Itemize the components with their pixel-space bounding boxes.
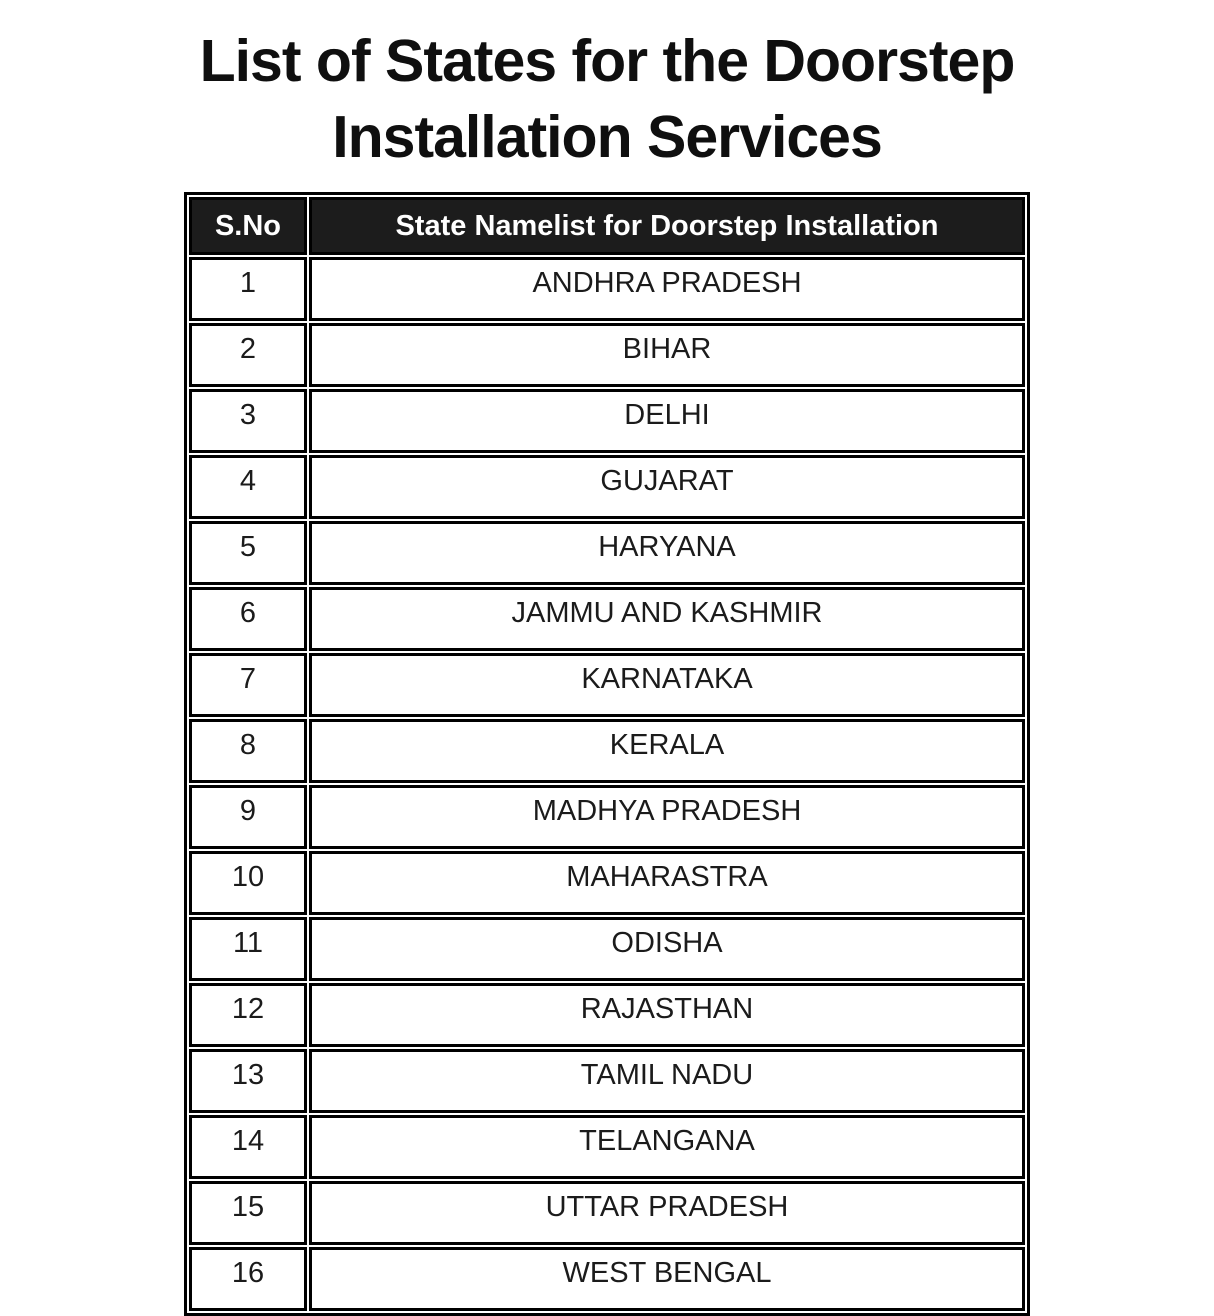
state-cell: GUJARAT xyxy=(309,455,1025,520)
state-cell: KARNATAKA xyxy=(309,653,1025,718)
sno-cell: 11 xyxy=(189,917,307,982)
state-cell: UTTAR PRADESH xyxy=(309,1181,1025,1246)
state-cell: DELHI xyxy=(309,389,1025,454)
table-row: 11 ODISHA xyxy=(189,917,1025,982)
column-header-sno: S.No xyxy=(189,197,307,256)
sno-cell: 4 xyxy=(189,455,307,520)
table-row: 14 TELANGANA xyxy=(189,1115,1025,1180)
table-row: 8 KERALA xyxy=(189,719,1025,784)
state-cell: RAJASTHAN xyxy=(309,983,1025,1048)
sno-cell: 1 xyxy=(189,257,307,322)
page-title-line1: List of States for the Doorstep xyxy=(199,28,1016,94)
sno-cell: 13 xyxy=(189,1049,307,1114)
sno-cell: 9 xyxy=(189,785,307,850)
state-cell: ODISHA xyxy=(309,917,1025,982)
table-row: 16 WEST BENGAL xyxy=(189,1247,1025,1312)
state-cell: MADHYA PRADESH xyxy=(309,785,1025,850)
sno-cell: 6 xyxy=(189,587,307,652)
sno-cell: 15 xyxy=(189,1181,307,1246)
table-row: 3 DELHI xyxy=(189,389,1025,454)
column-header-state: State Namelist for Doorstep Installation xyxy=(309,197,1025,256)
state-cell: WEST BENGAL xyxy=(309,1247,1025,1312)
sno-cell: 12 xyxy=(189,983,307,1048)
sno-cell: 14 xyxy=(189,1115,307,1180)
sno-cell: 7 xyxy=(189,653,307,718)
state-cell: MAHARASTRA xyxy=(309,851,1025,916)
sno-cell: 16 xyxy=(189,1247,307,1312)
table-row: 4 GUJARAT xyxy=(189,455,1025,520)
table-row: 15 UTTAR PRADESH xyxy=(189,1181,1025,1246)
sno-cell: 5 xyxy=(189,521,307,586)
states-table-body: 1 ANDHRA PRADESH 2 BIHAR 3 DELHI 4 GUJAR… xyxy=(189,257,1025,1312)
table-row: 13 TAMIL NADU xyxy=(189,1049,1025,1114)
sno-cell: 2 xyxy=(189,323,307,388)
state-cell: JAMMU AND KASHMIR xyxy=(309,587,1025,652)
sno-cell: 8 xyxy=(189,719,307,784)
page-title: List of States for the Doorstep Installa… xyxy=(0,0,1214,175)
table-row: 2 BIHAR xyxy=(189,323,1025,388)
sno-cell: 3 xyxy=(189,389,307,454)
state-cell: BIHAR xyxy=(309,323,1025,388)
state-cell: TELANGANA xyxy=(309,1115,1025,1180)
table-row: 7 KARNATAKA xyxy=(189,653,1025,718)
page-title-line2: Installation Services xyxy=(332,103,883,170)
state-cell: HARYANA xyxy=(309,521,1025,586)
table-row: 5 HARYANA xyxy=(189,521,1025,586)
states-table: S.No State Namelist for Doorstep Install… xyxy=(184,192,1030,1316)
table-row: 6 JAMMU AND KASHMIR xyxy=(189,587,1025,652)
table-row: 1 ANDHRA PRADESH xyxy=(189,257,1025,322)
state-cell: KERALA xyxy=(309,719,1025,784)
header-row: S.No State Namelist for Doorstep Install… xyxy=(189,197,1025,256)
sno-cell: 10 xyxy=(189,851,307,916)
state-cell: TAMIL NADU xyxy=(309,1049,1025,1114)
states-table-header: S.No State Namelist for Doorstep Install… xyxy=(189,197,1025,256)
table-row: 12 RAJASTHAN xyxy=(189,983,1025,1048)
table-row: 10 MAHARASTRA xyxy=(189,851,1025,916)
state-cell: ANDHRA PRADESH xyxy=(309,257,1025,322)
table-row: 9 MADHYA PRADESH xyxy=(189,785,1025,850)
